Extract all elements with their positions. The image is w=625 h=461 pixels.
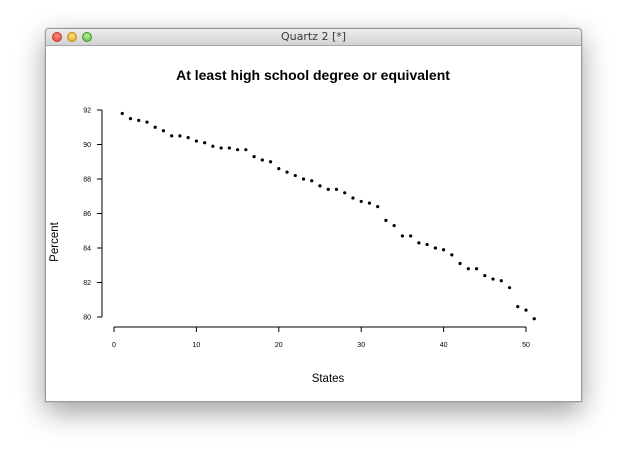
data-point	[400, 234, 404, 238]
x-tick-label: 10	[193, 342, 201, 349]
x-tick-label: 50	[522, 342, 530, 349]
data-point	[301, 177, 306, 181]
data-point	[483, 274, 487, 278]
data-point	[384, 218, 388, 222]
data-point	[252, 154, 256, 159]
data-point	[458, 261, 462, 266]
window-title: Quartz 2 [*]	[280, 30, 347, 43]
y-tick-label: 80	[83, 315, 91, 322]
data-point	[450, 253, 454, 257]
x-axis-label: States	[312, 373, 345, 385]
y-tick-label: 92	[83, 108, 91, 115]
data-point	[433, 246, 437, 250]
y-tick-label: 88	[83, 177, 91, 184]
data-point	[244, 148, 248, 152]
data-point	[359, 199, 363, 204]
zoom-window-button[interactable]	[82, 32, 92, 42]
data-point	[120, 111, 124, 116]
data-point	[310, 179, 314, 183]
y-tick-label: 84	[83, 246, 91, 253]
x-tick-label: 20	[275, 342, 283, 349]
y-tick-label: 90	[83, 142, 91, 149]
data-point	[491, 277, 495, 281]
data-point	[170, 134, 174, 138]
data-point	[194, 139, 198, 143]
x-axis: 0 10 20 30 40 50	[112, 326, 530, 349]
x-tick-label: 0	[112, 342, 116, 349]
data-point	[153, 125, 157, 129]
data-point	[351, 196, 355, 200]
data-point	[532, 317, 536, 321]
data-point	[268, 160, 273, 164]
y-axis-label: Percent	[49, 221, 61, 261]
x-tick-label: 40	[440, 342, 448, 349]
data-points	[120, 111, 536, 321]
data-point	[178, 134, 182, 138]
y-axis: 80 82 84 86 88 90 92	[83, 108, 103, 322]
data-point	[161, 129, 166, 133]
x-tick-label: 30	[357, 342, 365, 349]
data-point	[137, 118, 141, 122]
window-titlebar[interactable]: Quartz 2 [*]	[46, 29, 581, 46]
data-point	[260, 158, 264, 162]
data-point	[277, 167, 281, 171]
data-point	[145, 120, 149, 124]
close-window-button[interactable]	[52, 32, 62, 42]
data-point	[211, 144, 215, 148]
data-point	[343, 191, 347, 195]
data-point	[516, 305, 520, 309]
scatter-plot: At least high school degree or equivalen…	[49, 67, 536, 385]
data-point	[442, 248, 446, 252]
data-point	[466, 267, 470, 271]
data-point	[392, 223, 396, 228]
data-point	[417, 241, 421, 245]
plot-window: Quartz 2 [*] At least high school degree…	[45, 28, 582, 402]
y-tick-label: 82	[83, 280, 91, 287]
data-point	[499, 279, 503, 283]
data-point	[128, 117, 133, 121]
data-point	[227, 146, 231, 150]
data-point	[334, 187, 339, 191]
data-point	[203, 141, 207, 145]
data-point	[474, 267, 479, 271]
data-point	[425, 242, 429, 247]
data-point	[219, 146, 223, 150]
data-point	[367, 201, 372, 205]
data-point	[524, 308, 528, 312]
minimize-window-button[interactable]	[67, 32, 77, 42]
data-point	[318, 184, 322, 188]
chart-title: At least high school degree or equivalen…	[176, 67, 450, 83]
data-point	[186, 136, 190, 140]
data-point	[293, 173, 297, 178]
data-point	[285, 170, 289, 174]
data-point	[409, 234, 413, 238]
y-tick-label: 86	[83, 211, 91, 218]
data-point	[376, 205, 380, 209]
data-point	[326, 187, 330, 191]
data-point	[507, 286, 512, 290]
data-point	[236, 148, 240, 152]
